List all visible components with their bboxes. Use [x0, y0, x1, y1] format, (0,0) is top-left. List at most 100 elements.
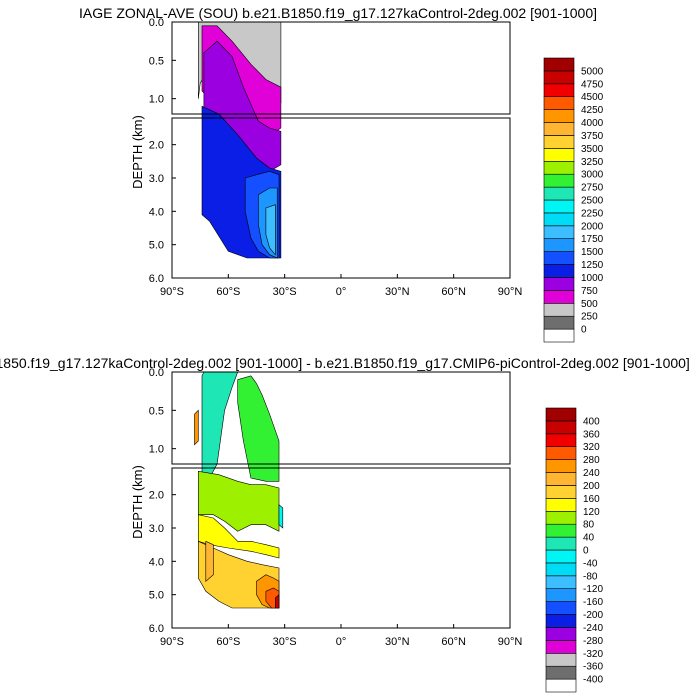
- x-tick-label: 90°N: [498, 286, 523, 298]
- y-tick-label: 0.0: [149, 17, 164, 29]
- colorbar-box: [544, 226, 574, 239]
- colorbar-label: 250: [581, 312, 598, 323]
- x-tick-label: 30°N: [385, 636, 410, 648]
- contour-region: [206, 541, 214, 581]
- colorbar-box: [546, 640, 576, 653]
- colorbar-label: -320: [583, 649, 603, 660]
- y-tick-label: 3.0: [149, 173, 164, 185]
- colorbar-label: 280: [583, 455, 600, 466]
- colorbar-label: -40: [583, 558, 598, 569]
- y-tick-label: 1.0: [149, 94, 164, 106]
- colorbar-box: [546, 666, 576, 679]
- contour-regions: [195, 372, 283, 608]
- x-tick-label: 60°S: [216, 286, 240, 298]
- colorbar-box: [546, 524, 576, 537]
- colorbar-box: [546, 653, 576, 666]
- y-tick-label: 1.0: [149, 444, 164, 456]
- y-tick-label: 5.0: [149, 590, 164, 602]
- colorbar-label: 2500: [581, 196, 604, 207]
- contour-region: [202, 372, 238, 478]
- colorbar-box: [544, 239, 574, 252]
- colorbar-box: [544, 58, 574, 71]
- colorbar-label: 160: [583, 494, 600, 505]
- colorbar-label: 1500: [581, 247, 604, 258]
- y-tick-label: 6.0: [149, 623, 164, 635]
- colorbar-label: 500: [581, 299, 598, 310]
- colorbar-box: [546, 550, 576, 563]
- y-tick-label: 2.0: [149, 490, 164, 502]
- x-tick-label: 90°S: [160, 286, 184, 298]
- colorbar-box: [546, 473, 576, 486]
- y-tick-label: 0.5: [149, 55, 164, 67]
- colorbar-label: 3000: [581, 170, 604, 181]
- colorbar-box: [544, 200, 574, 213]
- colorbar-label: -200: [583, 610, 603, 621]
- colorbar-box: [546, 589, 576, 602]
- colorbar-label: 1750: [581, 234, 604, 245]
- colorbar-label: 40: [583, 533, 595, 544]
- colorbar-box: [544, 84, 574, 97]
- x-tick-label: 60°N: [441, 636, 466, 648]
- colorbar-box: [544, 265, 574, 278]
- colorbar-box: [546, 447, 576, 460]
- colorbar-box: [544, 252, 574, 265]
- colorbar-box: [546, 628, 576, 641]
- colorbar-box: [546, 460, 576, 473]
- y-tick-label: 3.0: [149, 523, 164, 535]
- colorbar-box: [546, 408, 576, 421]
- colorbar-label: 320: [583, 442, 600, 453]
- colorbar-label: -240: [583, 623, 603, 634]
- colorbar-box: [544, 303, 574, 316]
- colorbar-box: [544, 97, 574, 110]
- y-axis-label: DEPTH (km): [130, 465, 145, 539]
- colorbar-box: [546, 602, 576, 615]
- colorbar-box: [544, 148, 574, 161]
- colorbar-label: -280: [583, 636, 603, 647]
- colorbar-box: [544, 316, 574, 329]
- y-tick-label: 2.0: [149, 140, 164, 152]
- colorbar-label: 0: [583, 546, 589, 557]
- colorbar-label: 4500: [581, 92, 604, 103]
- colorbar-box: [546, 576, 576, 589]
- colorbar-box: [546, 511, 576, 524]
- contour-region: [195, 410, 199, 445]
- colorbar-box: [544, 329, 574, 342]
- colorbar-box: [546, 498, 576, 511]
- colorbar-label: 3500: [581, 144, 604, 155]
- colorbar-label: 3750: [581, 131, 604, 142]
- contour-region: [238, 376, 279, 482]
- colorbar-label: 360: [583, 429, 600, 440]
- y-tick-label: 6.0: [149, 273, 164, 285]
- x-tick-label: 30°N: [385, 286, 410, 298]
- x-tick-label: 0°: [336, 636, 347, 648]
- x-tick-label: 30°S: [273, 636, 297, 648]
- colorbar-box: [546, 563, 576, 576]
- colorbar-label: 240: [583, 468, 600, 479]
- y-tick-label: 0.5: [149, 405, 164, 417]
- x-tick-label: 60°N: [441, 286, 466, 298]
- contour-regions: [198, 22, 281, 258]
- colorbar-box: [544, 161, 574, 174]
- colorbar-box: [546, 537, 576, 550]
- colorbar-label: 2750: [581, 183, 604, 194]
- x-tick-label: 30°S: [273, 286, 297, 298]
- colorbar-label: 4000: [581, 118, 604, 129]
- colorbar-label: 2250: [581, 208, 604, 219]
- colorbar-label: -120: [583, 584, 603, 595]
- colorbar-box: [544, 213, 574, 226]
- y-tick-label: 5.0: [149, 240, 164, 252]
- colorbar-box: [544, 290, 574, 303]
- colorbar-box: [544, 278, 574, 291]
- colorbar-label: 5000: [581, 66, 604, 77]
- colorbar-label: 400: [583, 416, 600, 427]
- y-tick-label: 0.0: [149, 367, 164, 379]
- colorbar-box: [544, 174, 574, 187]
- x-tick-label: 60°S: [216, 636, 240, 648]
- lower-plot: B1850.f19_g17.127kaControl-2deg.002 [901…: [0, 355, 690, 692]
- colorbar-label: 200: [583, 481, 600, 492]
- colorbar-label: -360: [583, 662, 603, 673]
- y-tick-label: 4.0: [149, 206, 164, 218]
- colorbar-label: 4250: [581, 105, 604, 116]
